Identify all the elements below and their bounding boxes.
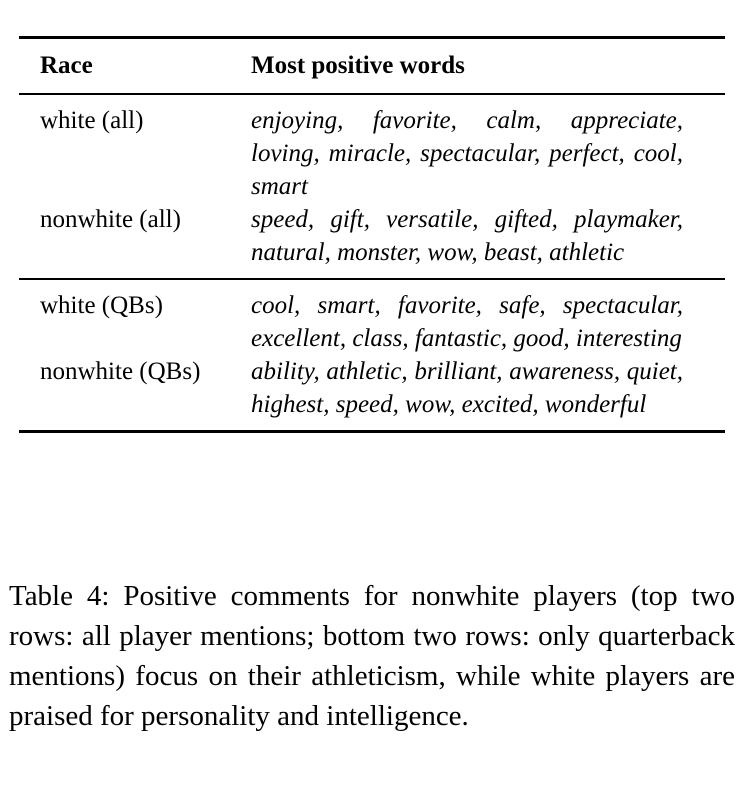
table-bottom-rule bbox=[19, 430, 725, 433]
results-table: Race Most positive words white (all) enj… bbox=[19, 36, 725, 433]
words-cell: cool, smart, favorite, safe, spectacu­la… bbox=[251, 292, 683, 352]
words-cell: ability, athletic, brilliant, aware­ness… bbox=[251, 358, 683, 418]
table-row: white (QBs) cool, smart, favorite, safe,… bbox=[19, 289, 725, 355]
table-row: white (all) enjoying, favorite, calm, ap… bbox=[19, 104, 725, 203]
table-group-quarterbacks: white (QBs) cool, smart, favorite, safe,… bbox=[19, 280, 725, 430]
table-caption: Table 4: Positive comments for nonwhite … bbox=[9, 580, 735, 732]
header-race: Race bbox=[40, 52, 93, 79]
table-top-rule bbox=[19, 36, 725, 39]
table-header-rule bbox=[19, 93, 725, 95]
words-cell: speed, gift, versatile, gifted, play­mak… bbox=[251, 206, 683, 266]
words-cell: enjoying, favorite, calm, appreciate, lo… bbox=[251, 107, 683, 200]
table-group-rule bbox=[19, 278, 725, 280]
table-group-all-players: white (all) enjoying, favorite, calm, ap… bbox=[19, 95, 725, 278]
table-row: nonwhite (QBs) ability, athletic, brilli… bbox=[19, 355, 725, 421]
table-row: nonwhite (all) speed, gift, versatile, g… bbox=[19, 203, 725, 269]
table-header-row: Race Most positive words bbox=[19, 39, 725, 93]
race-cell: white (QBs) bbox=[40, 292, 163, 319]
race-cell: nonwhite (all) bbox=[40, 206, 181, 233]
race-cell: nonwhite (QBs) bbox=[40, 358, 201, 385]
race-cell: white (all) bbox=[40, 107, 144, 134]
header-most-positive-words: Most positive words bbox=[251, 52, 465, 79]
